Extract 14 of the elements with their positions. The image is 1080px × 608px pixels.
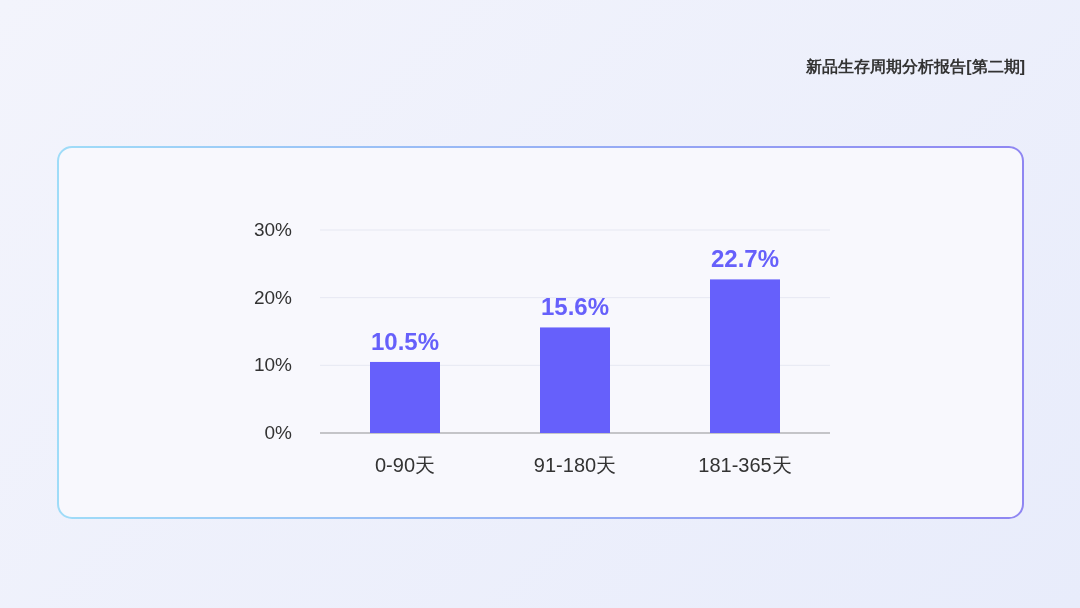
y-tick-label: 10%: [253, 354, 293, 376]
data-label: 10.5%: [370, 327, 440, 355]
bar: [540, 327, 610, 433]
y-tick-label: 30%: [253, 219, 293, 240]
bar: [710, 279, 780, 433]
data-label: 22.7%: [710, 245, 780, 273]
y-tick-label: 20%: [253, 286, 293, 308]
bar: [370, 361, 440, 433]
x-tick-label: 181-365天: [698, 454, 792, 476]
text: 新品生存周期分析报告[第二期]: [805, 58, 1025, 75]
x-tick-label: 0-90天: [374, 454, 436, 476]
y-tick-label: 0%: [264, 422, 293, 443]
data-label: 15.6%: [540, 293, 610, 321]
x-tick-label: 91-180天: [533, 454, 617, 476]
